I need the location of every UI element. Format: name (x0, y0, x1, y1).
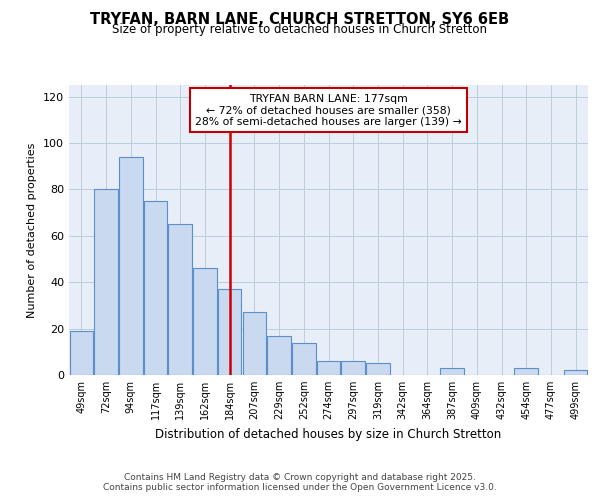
X-axis label: Distribution of detached houses by size in Church Stretton: Distribution of detached houses by size … (155, 428, 502, 440)
Bar (268, 336, 291, 375)
Text: Contains HM Land Registry data © Crown copyright and database right 2025.: Contains HM Land Registry data © Crown c… (124, 472, 476, 482)
Bar (94, 190, 118, 375)
Text: TRYFAN BARN LANE: 177sqm
← 72% of detached houses are smaller (358)
28% of semi-: TRYFAN BARN LANE: 177sqm ← 72% of detach… (195, 94, 462, 127)
Bar (341, 361, 365, 375)
Bar (193, 268, 217, 375)
Text: Size of property relative to detached houses in Church Stretton: Size of property relative to detached ho… (113, 22, 487, 36)
Text: TRYFAN, BARN LANE, CHURCH STRETTON, SY6 6EB: TRYFAN, BARN LANE, CHURCH STRETTON, SY6 … (91, 12, 509, 28)
Bar (242, 312, 266, 375)
Bar (366, 364, 389, 375)
Bar (317, 361, 340, 375)
Bar (564, 370, 587, 375)
Bar (514, 368, 538, 375)
Bar (169, 224, 192, 375)
Text: Contains public sector information licensed under the Open Government Licence v3: Contains public sector information licen… (103, 484, 497, 492)
Bar (144, 201, 167, 375)
Bar (218, 289, 241, 375)
Bar (70, 331, 93, 375)
Bar (292, 342, 316, 375)
Y-axis label: Number of detached properties: Number of detached properties (28, 142, 37, 318)
Bar (119, 157, 143, 375)
Bar (440, 368, 464, 375)
